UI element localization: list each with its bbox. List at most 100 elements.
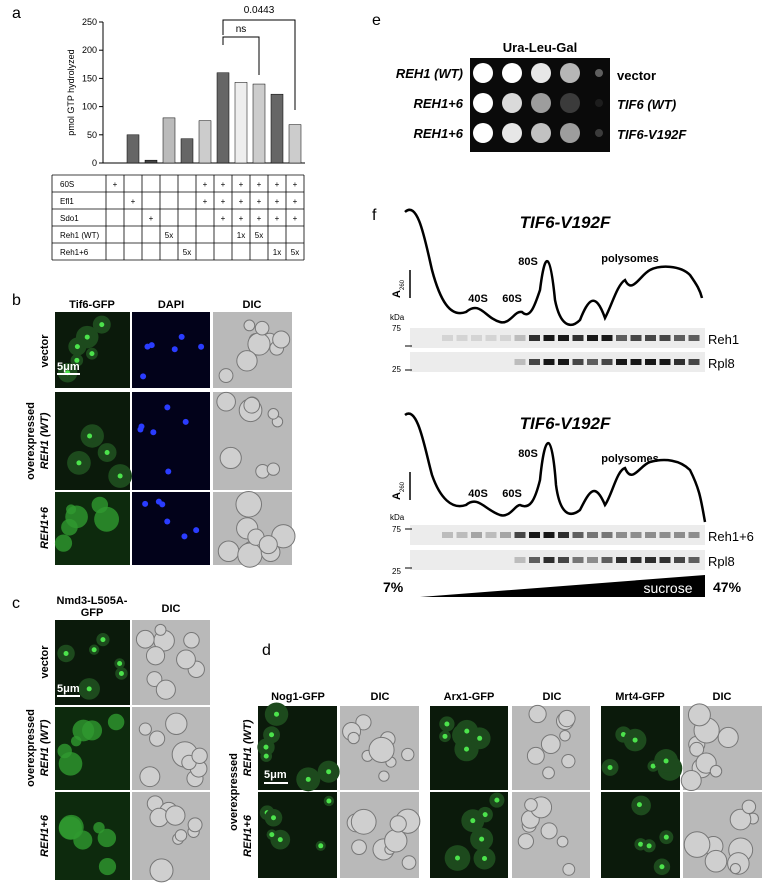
focus bbox=[470, 818, 476, 824]
spot bbox=[531, 123, 551, 143]
focus bbox=[607, 764, 613, 770]
focus bbox=[263, 753, 269, 759]
cell bbox=[216, 391, 236, 412]
bar bbox=[216, 72, 230, 164]
cell bbox=[267, 408, 280, 420]
profile-curve bbox=[404, 208, 704, 326]
cell: 1x bbox=[273, 248, 281, 257]
column-header: Tif6-GFP bbox=[69, 299, 115, 311]
band bbox=[645, 557, 656, 563]
cell: + bbox=[221, 197, 226, 206]
band bbox=[558, 532, 569, 538]
peak-label: 60S bbox=[502, 293, 522, 305]
focus bbox=[455, 855, 461, 861]
profile-title: TIF6-V192F bbox=[520, 213, 611, 232]
cell bbox=[709, 764, 723, 778]
band bbox=[674, 335, 685, 341]
row-label: 60S bbox=[60, 180, 74, 189]
nucleus bbox=[140, 373, 147, 380]
row-label: REH1 (WT) bbox=[39, 412, 51, 469]
row-label: Reh1+6 bbox=[60, 248, 89, 257]
band bbox=[645, 335, 656, 341]
cell: + bbox=[203, 197, 208, 206]
cell bbox=[93, 821, 105, 834]
cell: + bbox=[257, 180, 262, 189]
nucleus bbox=[198, 343, 205, 350]
band bbox=[442, 532, 453, 538]
cell bbox=[272, 330, 291, 349]
cell bbox=[561, 754, 576, 769]
cell: + bbox=[239, 197, 244, 206]
kda-label: kDa bbox=[390, 313, 405, 322]
cell: + bbox=[221, 214, 226, 223]
focus bbox=[305, 776, 311, 782]
band bbox=[630, 359, 642, 365]
cell bbox=[97, 828, 117, 848]
spot bbox=[473, 93, 493, 113]
micrograph bbox=[132, 392, 210, 490]
row-label: REH1 (WT) bbox=[39, 719, 51, 776]
kda-label: kDa bbox=[390, 513, 405, 522]
focus bbox=[89, 351, 95, 357]
y-tick-label: 100 bbox=[82, 102, 97, 112]
row-label: overexpressed bbox=[25, 402, 37, 480]
cell: 5x bbox=[165, 231, 173, 240]
band bbox=[500, 532, 511, 538]
axis-label: A bbox=[391, 492, 403, 500]
nucleus bbox=[137, 426, 144, 433]
cell bbox=[378, 770, 390, 782]
nucleus bbox=[182, 418, 189, 425]
blots bbox=[405, 328, 705, 570]
focus bbox=[91, 647, 97, 653]
band bbox=[616, 359, 627, 365]
cell bbox=[58, 814, 84, 840]
plasmid-label: TIF6-V192F bbox=[617, 127, 687, 142]
cell bbox=[517, 833, 534, 850]
column-header: DIC bbox=[713, 691, 732, 703]
plasmid-label: vector bbox=[617, 68, 656, 83]
band bbox=[630, 557, 642, 563]
cell: 5x bbox=[255, 231, 263, 240]
cell: + bbox=[275, 180, 280, 189]
focus bbox=[117, 660, 123, 666]
cell bbox=[351, 839, 367, 856]
band bbox=[456, 335, 468, 341]
focus bbox=[84, 334, 90, 340]
band bbox=[601, 557, 613, 563]
cell bbox=[687, 703, 711, 727]
band bbox=[688, 532, 700, 538]
spot bbox=[502, 123, 522, 143]
nucleus bbox=[150, 429, 157, 436]
spot bbox=[531, 63, 551, 83]
focus bbox=[638, 841, 644, 847]
cell bbox=[741, 799, 757, 814]
y-tick-label: 0 bbox=[92, 158, 97, 168]
column-header: Mrt4-GFP bbox=[615, 691, 665, 703]
cell bbox=[729, 862, 742, 875]
axis-label: A bbox=[391, 290, 403, 298]
cell bbox=[165, 712, 188, 736]
nucleus bbox=[164, 404, 171, 411]
panel-letter: f bbox=[372, 207, 377, 224]
spot bbox=[502, 63, 522, 83]
micrographs bbox=[54, 312, 762, 883]
row-label: Reh1 (WT) bbox=[60, 231, 99, 240]
strain-label: REH1 (WT) bbox=[396, 66, 463, 81]
blot-label: Rpl8 bbox=[708, 356, 735, 371]
y-tick-label: 150 bbox=[82, 73, 97, 83]
band bbox=[630, 532, 642, 538]
focus bbox=[326, 769, 332, 775]
band bbox=[529, 532, 540, 538]
cell bbox=[717, 726, 739, 749]
cell: + bbox=[131, 197, 136, 206]
row-label: vector bbox=[39, 334, 51, 368]
focus bbox=[663, 834, 669, 840]
band bbox=[514, 359, 526, 365]
focus bbox=[74, 357, 80, 363]
band bbox=[601, 335, 613, 341]
row-label: REH1+6 bbox=[39, 814, 51, 857]
nucleus bbox=[181, 533, 188, 540]
cell bbox=[689, 741, 705, 757]
cell bbox=[559, 730, 571, 742]
